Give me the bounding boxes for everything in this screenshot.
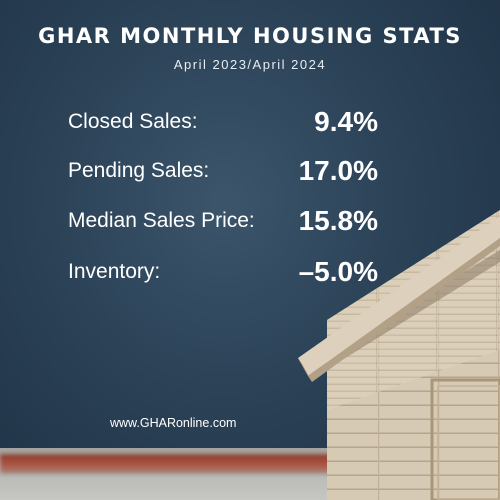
website-link[interactable]: www.GHARonline.com (110, 416, 237, 430)
wooden-house-icon (298, 210, 500, 500)
stat-row-inventory: Inventory: –5.0% (68, 256, 378, 290)
stat-row-closed-sales: Closed Sales: 9.4% (68, 106, 378, 140)
stat-value: 9.4% (314, 106, 378, 137)
stat-row-median-sales-price: Median Sales Price: 15.8% (68, 205, 378, 239)
stat-label: Closed Sales: (68, 110, 198, 133)
stat-label: Median Sales Price: (68, 209, 255, 232)
stat-row-pending-sales: Pending Sales: 17.0% (68, 155, 378, 189)
page-title: GHAR MONTHLY HOUSING STATS (38, 24, 462, 48)
date-range-subtitle: April 2023/April 2024 (173, 57, 327, 72)
stat-value: 17.0% (298, 155, 378, 186)
stat-value: 15.8% (298, 205, 378, 236)
stat-label: Inventory: (68, 260, 161, 283)
stat-label: Pending Sales: (68, 159, 210, 182)
stat-value: –5.0% (298, 256, 378, 287)
